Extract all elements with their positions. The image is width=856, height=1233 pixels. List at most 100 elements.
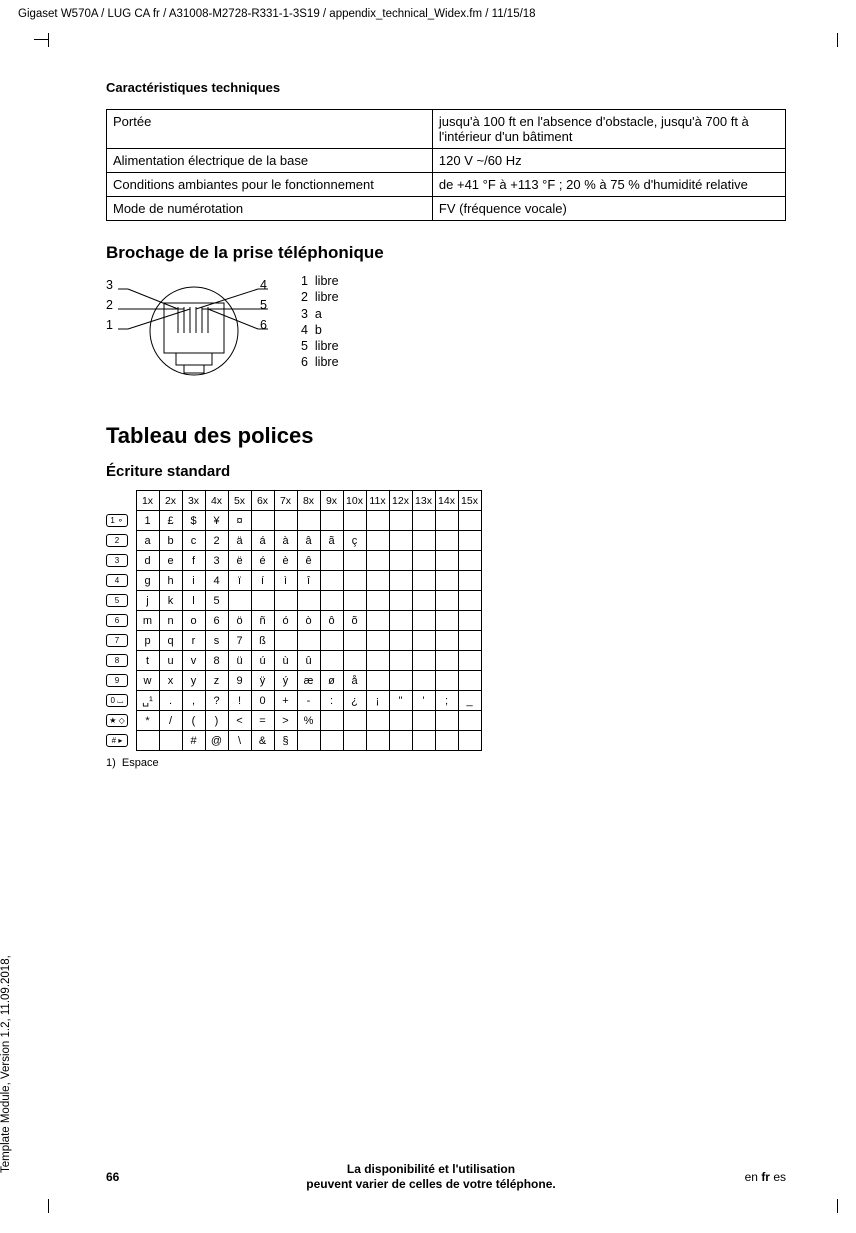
char-cell [389,631,412,651]
char-cell [320,551,343,571]
char-cell: & [251,731,274,751]
char-cell: o [182,611,205,631]
char-cell [389,731,412,751]
pin-legend-row: 1 libre [301,273,339,289]
keypad-key-icon: 8 [106,654,128,667]
char-cell [343,711,366,731]
char-cell: \ [228,731,251,751]
char-cell [366,531,389,551]
char-cell: ü [228,651,251,671]
char-cell [366,711,389,731]
crop-mark [34,39,48,40]
char-cell: ç [343,531,366,551]
char-cell [159,731,182,751]
pin-num: 3 [106,275,113,295]
char-cell: y [182,671,205,691]
keypad-key-icon: 1 ⚬ [106,514,128,527]
char-cell: å [343,671,366,691]
char-cell [343,571,366,591]
char-cell: ý [274,671,297,691]
crop-mark [837,33,838,47]
table-row: 2abc2äáàâãç [106,531,481,551]
char-cell [274,511,297,531]
char-cell [389,671,412,691]
pin-left-numbers: 3 2 1 [106,275,113,335]
char-cell [412,731,435,751]
char-cell [228,591,251,611]
col-header: 15x [458,491,481,511]
char-cell: r [182,631,205,651]
char-cell: e [159,551,182,571]
char-cell [458,591,481,611]
keypad-key-icon: 9 [106,674,128,687]
char-cell: 4 [205,571,228,591]
char-cell [320,711,343,731]
char-cell [412,531,435,551]
col-header: 12x [389,491,412,511]
char-cell [274,631,297,651]
char-cell: ó [274,611,297,631]
char-cell [389,551,412,571]
char-cell: ã [320,531,343,551]
char-cell [435,511,458,531]
char-cell: ô [320,611,343,631]
char-cell: = [251,711,274,731]
char-cell [343,551,366,571]
pin-legend-row: 2 libre [301,289,339,305]
char-cell [136,731,159,751]
keypad-key-icon: 2 [106,534,128,547]
col-header: 13x [412,491,435,511]
table-row: 3def3ëéèê [106,551,481,571]
char-cell: v [182,651,205,671]
char-cell: c [182,531,205,551]
char-cell [435,551,458,571]
char-cell: a [136,531,159,551]
char-cell [435,731,458,751]
char-cell [435,571,458,591]
char-cell [320,591,343,611]
table-row: 8tuv8üúùû [106,651,481,671]
character-table: 1x2x3x4x5x6x7x8x9x10x11x12x13x14x15x1 ⚬1… [106,490,482,751]
table-row: 0 ⌴␣¹.,?!0+-:¿¡"';_ [106,691,481,711]
char-cell: ò [297,611,320,631]
keypad-key-icon: ★ ◇ [106,714,128,727]
char-cell [435,711,458,731]
char-cell: ù [274,651,297,671]
char-cell [389,571,412,591]
char-cell [458,731,481,751]
char-cell: ì [274,571,297,591]
pinout-heading: Brochage de la prise téléphonique [106,243,786,263]
char-cell [343,731,366,751]
col-header: 3x [182,491,205,511]
footer-center: La disponibilité et l'utilisation peuven… [146,1162,716,1193]
keypad-key-icon: 0 ⌴ [106,694,128,707]
char-cell [389,591,412,611]
char-cell: k [159,591,182,611]
spec-label: Mode de numérotation [107,197,433,221]
rj-connector-diagram: 3 2 1 4 5 6 [106,273,281,383]
char-cell [366,511,389,531]
char-cell [343,511,366,531]
table-row: 1 ⚬1£$¥¤ [106,511,481,531]
char-cell [389,711,412,731]
spec-value: FV (fréquence vocale) [432,197,785,221]
char-cell: ? [205,691,228,711]
char-cell [297,731,320,751]
char-cell: ; [435,691,458,711]
char-cell: ú [251,651,274,671]
char-cell: ê [297,551,320,571]
char-cell: b [159,531,182,551]
char-cell [458,511,481,531]
char-cell [458,531,481,551]
keypad-key-icon: 4 [106,574,128,587]
char-cell: ¥ [205,511,228,531]
char-cell [435,651,458,671]
char-cell: p [136,631,159,651]
char-cell: ¤ [228,511,251,531]
footnote-text: Espace [122,757,159,769]
char-cell: ) [205,711,228,731]
pin-num: 1 [106,315,113,335]
char-cell [458,571,481,591]
char-cell: è [274,551,297,571]
spec-value: 120 V ~/60 Hz [432,149,785,173]
